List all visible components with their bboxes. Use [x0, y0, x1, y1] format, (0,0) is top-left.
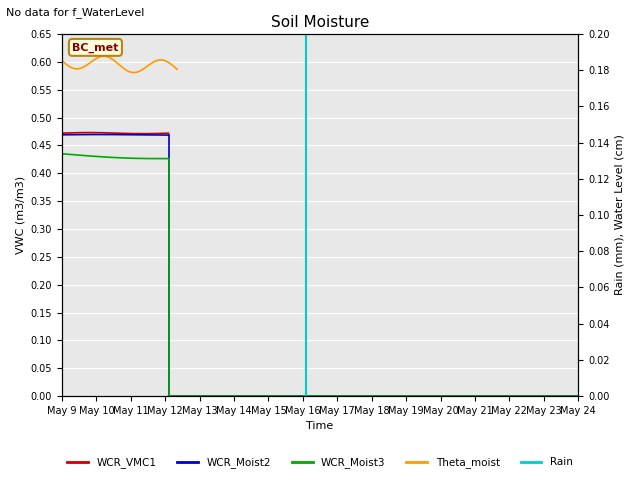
Text: No data for f_WaterLevel: No data for f_WaterLevel [6, 7, 145, 18]
Title: Soil Moisture: Soil Moisture [271, 15, 369, 30]
Text: BC_met: BC_met [72, 42, 118, 52]
Y-axis label: Rain (mm), Water Level (cm): Rain (mm), Water Level (cm) [615, 134, 625, 296]
X-axis label: Time: Time [307, 421, 333, 432]
Legend: WCR_VMC1, WCR_Moist2, WCR_Moist3, Theta_moist, Rain: WCR_VMC1, WCR_Moist2, WCR_Moist3, Theta_… [63, 453, 577, 472]
Y-axis label: VWC (m3/m3): VWC (m3/m3) [15, 176, 25, 254]
